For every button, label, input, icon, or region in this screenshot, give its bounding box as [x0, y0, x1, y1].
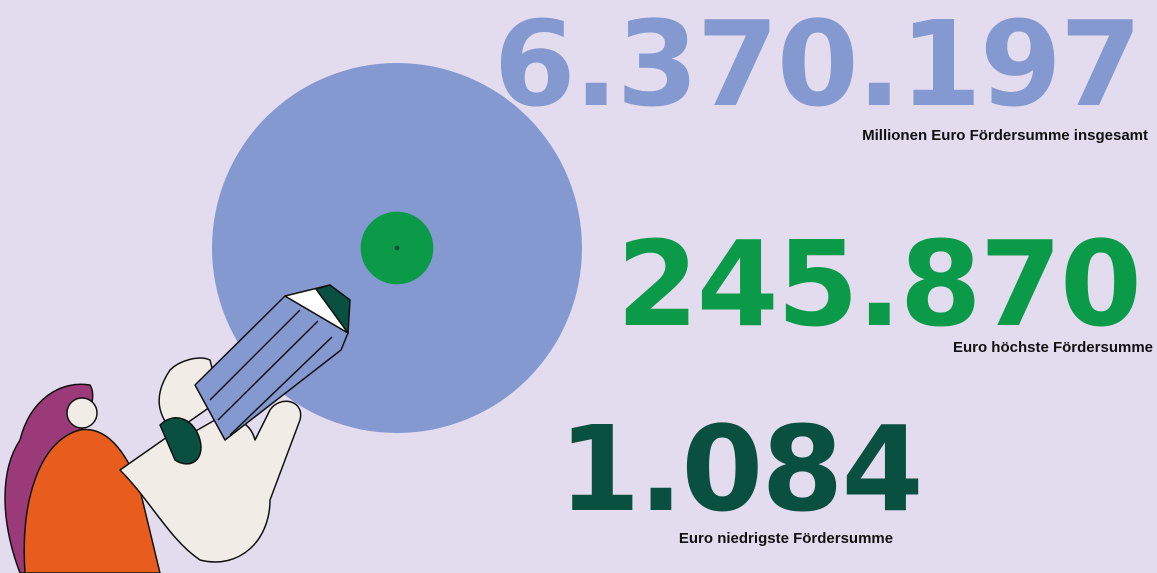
infographic: 6.370.197Millionen Euro Fördersumme insg… [0, 0, 1157, 573]
page: 6.370.197Millionen Euro Fördersumme insg… [0, 0, 1157, 573]
stat-label: Euro niedrigste Fördersumme [679, 530, 893, 547]
amount-circle [395, 246, 400, 251]
stat-label: Millionen Euro Fördersumme insgesamt [862, 127, 1148, 144]
stat-label: Euro höchste Fördersumme [953, 339, 1153, 356]
head [67, 398, 97, 428]
stat-value: 6.370.197 [494, 0, 1140, 133]
stat-value: 245.870 [617, 215, 1140, 353]
stat-value: 1.084 [558, 400, 921, 538]
